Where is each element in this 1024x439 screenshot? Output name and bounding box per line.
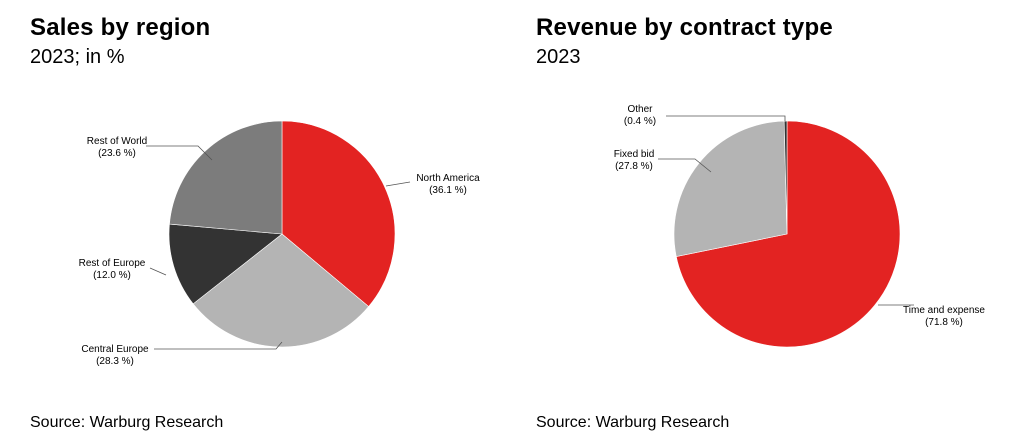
sales-by-region-panel: Sales by region 2023; in % North America… <box>30 14 480 431</box>
slice-value-north-america: (36.1 %) <box>429 185 467 196</box>
leader-line-central-europe <box>154 341 283 350</box>
pie-slice-central-europe <box>192 233 370 348</box>
leader-line-rest-of-europe <box>149 267 167 276</box>
revenue-by-contract-panel: Revenue by contract type 2023 Time and e… <box>512 0 1024 439</box>
pie-slice-time-and-expense <box>675 120 901 348</box>
sales-by-region-pie: North America(36.1 %) Central Europe(28.3… <box>79 120 480 367</box>
chart-source: Source: Warburg Research <box>536 414 730 431</box>
slice-label-fixed-bid: Fixed bid <box>614 149 655 160</box>
chart-subtitle: 2023; in % <box>30 46 125 68</box>
slice-value-rest-of-world: (23.6 %) <box>98 148 136 159</box>
slice-label-time-and-expense: Time and expense <box>903 305 985 316</box>
leader-line-north-america <box>385 181 411 187</box>
leader-line-rest-of-world <box>146 145 213 161</box>
chart-title: Revenue by contract type <box>536 14 833 41</box>
slice-value-time-and-expense: (71.8 %) <box>925 317 963 328</box>
pie-slice-fixed-bid <box>673 120 788 257</box>
pie-slice-rest-of-world <box>169 120 283 235</box>
pie-slice-other <box>783 120 788 235</box>
slice-value-central-europe: (28.3 %) <box>96 356 134 367</box>
slice-label-other: Other <box>627 104 653 115</box>
revenue-by-contract-pie: Time and expense(71.8 %) Fixed bid(27.8 %… <box>614 104 985 348</box>
slice-label-rest-of-world: Rest of World <box>87 136 147 147</box>
slice-label-north-america: North America <box>416 173 480 184</box>
pie-slice-rest-of-europe <box>168 223 283 305</box>
slice-label-central-europe: Central Europe <box>81 344 149 355</box>
chart-subtitle: 2023 <box>536 46 581 68</box>
slice-label-rest-of-europe: Rest of Europe <box>79 258 146 269</box>
chart-source: Source: Warburg Research <box>30 414 224 431</box>
chart-title: Sales by region <box>30 14 211 41</box>
slice-value-other: (0.4 %) <box>624 116 656 127</box>
leader-line-other <box>666 115 786 121</box>
pie-slice-north-america <box>281 120 396 307</box>
leader-line-fixed-bid <box>658 158 712 173</box>
slice-value-fixed-bid: (27.8 %) <box>615 161 653 172</box>
slice-value-rest-of-europe: (12.0 %) <box>93 270 131 281</box>
